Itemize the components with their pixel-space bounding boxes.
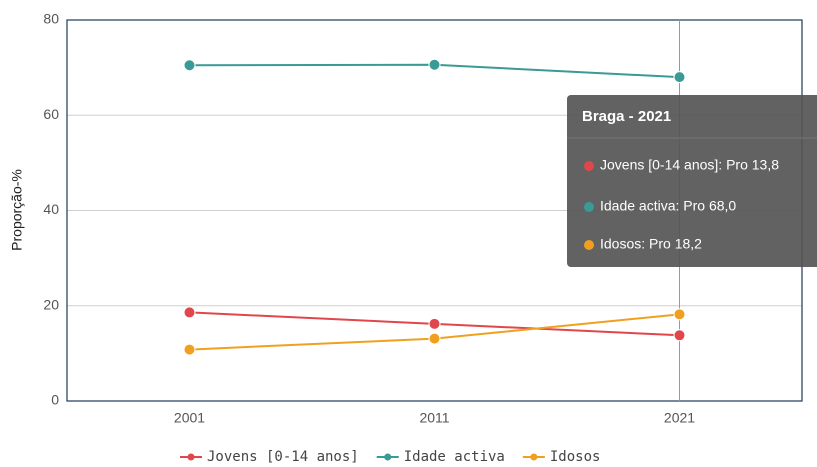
y-tick-label: 20 (43, 296, 59, 312)
data-point (428, 317, 441, 330)
tooltip-dot (584, 202, 594, 212)
tooltip-item: Jovens [0-14 anos]: Pro 13,8 (600, 157, 779, 173)
y-tick-label: 80 (43, 11, 59, 27)
data-point (183, 343, 196, 356)
y-tick-label: 40 (43, 201, 59, 217)
tooltip-dot (584, 161, 594, 171)
tooltip-item: Idosos: Pro 18,2 (600, 236, 702, 252)
legend-label: Idosos (550, 449, 601, 465)
legend-marker (530, 453, 538, 461)
data-point (428, 58, 441, 71)
x-tick-label: 2011 (419, 410, 449, 426)
data-point (428, 332, 441, 345)
tooltip-item: Idade activa: Pro 68,0 (600, 198, 736, 214)
data-point (673, 329, 686, 342)
y-tick-label: 0 (51, 392, 59, 408)
y-axis-label: Proporção-% (9, 169, 25, 251)
x-tick-label: 2021 (664, 410, 695, 426)
tooltip-title: Braga - 2021 (582, 108, 671, 125)
data-point (673, 308, 686, 321)
data-point (183, 59, 196, 72)
legend: Jovens [0-14 anos] Idade activa Idosos (180, 449, 600, 465)
y-tick-label: 60 (43, 106, 59, 122)
legend-marker (187, 453, 195, 461)
data-point (673, 71, 686, 84)
data-point (183, 306, 196, 319)
legend-label: Jovens [0-14 anos] (207, 449, 359, 465)
tooltip-dot (584, 240, 594, 250)
legend-label: Idade activa (404, 449, 505, 465)
x-tick-label: 2001 (174, 410, 205, 426)
legend-marker (384, 453, 392, 461)
tooltip: Braga - 2021 Jovens [0-14 anos]: Pro 13,8… (567, 95, 817, 267)
